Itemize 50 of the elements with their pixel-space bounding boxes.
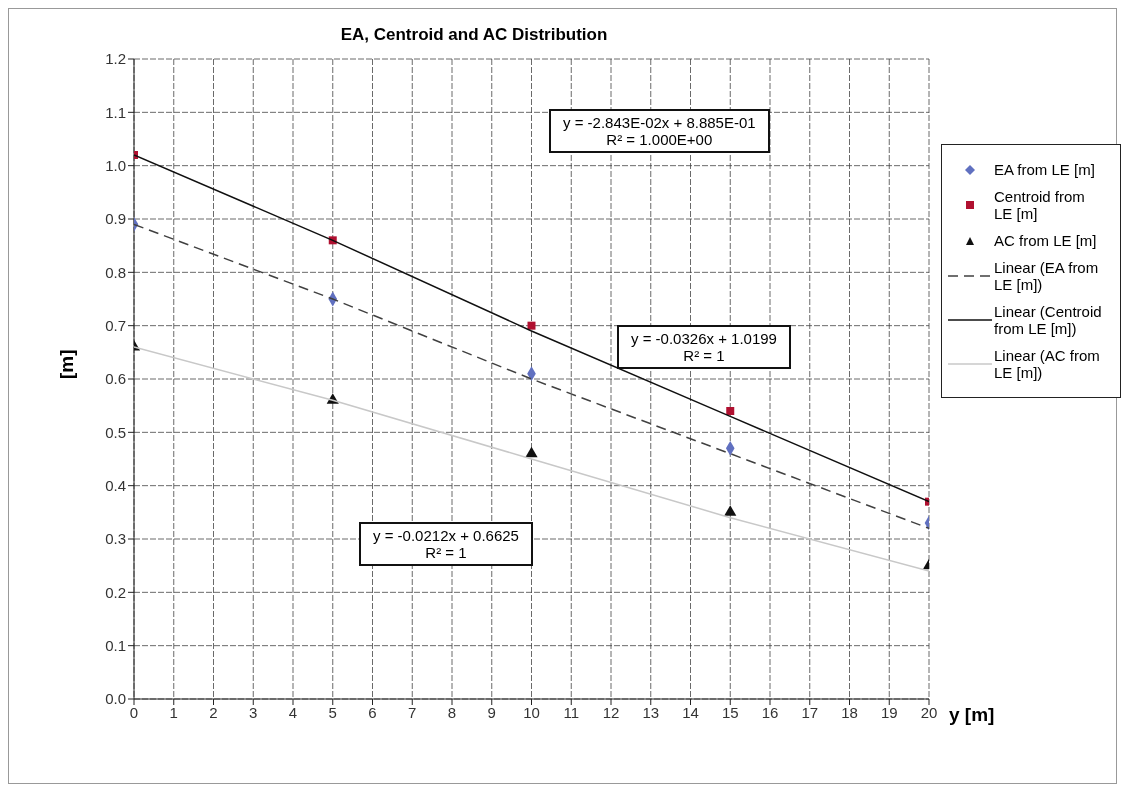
annotation: y = -2.843E-02x + 8.885E-01 R² = 1.000E+00	[549, 109, 770, 153]
x-tick-label: 11	[563, 703, 580, 721]
annotation: y = -0.0326x + 1.0199 R² = 1	[617, 325, 791, 369]
x-tick-label: 14	[682, 703, 699, 721]
y-tick-label: 0.3	[105, 530, 126, 548]
chart-title: EA, Centroid and AC Distribution	[339, 25, 609, 45]
x-tick-label: 17	[801, 703, 819, 721]
x-tick-label: 1	[169, 703, 178, 721]
x-tick-label: 7	[408, 703, 417, 721]
legend-label: Linear (EA from LE [m])	[994, 259, 1100, 293]
x-tick-label: 20	[920, 703, 938, 721]
y-tick-label: 0.5	[105, 423, 126, 441]
y-tick-label: 1.0	[105, 156, 126, 174]
y-tick-label: 1.2	[105, 50, 126, 68]
y-tick-label: 0.9	[105, 210, 126, 228]
x-tick-label: 10	[523, 703, 540, 721]
x-tick-label: 8	[447, 703, 457, 721]
y-tick-label: 0.0	[105, 690, 126, 708]
y-tick-label: 1.1	[105, 103, 126, 121]
legend-label: Linear (AC from LE [m])	[994, 347, 1101, 381]
x-tick-label: 19	[880, 703, 898, 721]
y-tick-label: 0.6	[105, 370, 126, 388]
x-tick-label: 9	[487, 703, 496, 721]
x-tick-label: 6	[368, 703, 377, 721]
x-axis-title: y [m]	[949, 704, 995, 726]
point	[726, 407, 735, 415]
x-tick-label: 13	[642, 703, 660, 721]
x-tick-label: 15	[721, 703, 739, 721]
y-tick-label: 0.4	[105, 476, 126, 494]
x-tick-label: 12	[602, 703, 620, 721]
legend-label: Linear (Centroid from LE [m])	[994, 303, 1103, 337]
x-tick-label: 18	[841, 703, 858, 721]
x-tick-label: 16	[761, 703, 779, 721]
annotation: y = -0.0212x + 0.6625 R² = 1	[359, 522, 533, 566]
y-tick-label: 0.7	[105, 316, 126, 334]
legend-label: AC from LE [m]	[994, 232, 1098, 249]
y-tick-label: 0.2	[105, 583, 126, 601]
x-tick-label: 4	[288, 703, 298, 721]
x-tick-label: 2	[209, 703, 218, 721]
y-tick-label: 0.8	[105, 263, 126, 281]
point	[724, 505, 737, 516]
y-tick-label: 0.1	[105, 636, 126, 654]
legend-label: Centroid from LE [m]	[994, 188, 1086, 222]
point	[527, 321, 536, 330]
point	[525, 446, 538, 458]
x-tick-label: 3	[249, 703, 258, 721]
y-axis-title: [m]	[55, 349, 77, 379]
x-tick-label: 0	[129, 703, 139, 721]
legend-label: EA from LE [m]	[994, 161, 1096, 178]
x-tick-label: 5	[328, 703, 337, 721]
